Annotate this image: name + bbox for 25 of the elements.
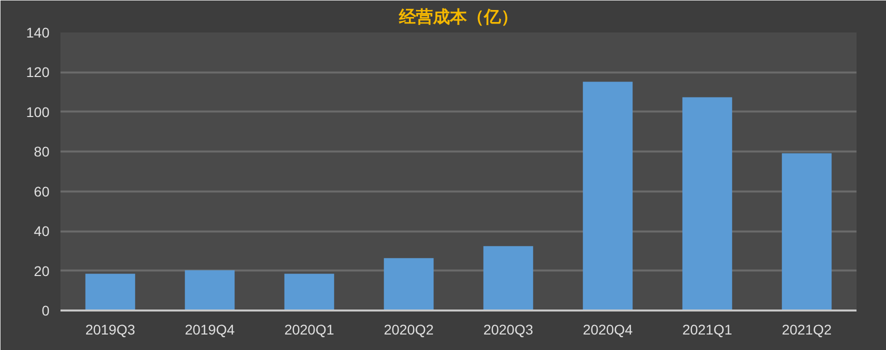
x-tick-label: 2021Q1 bbox=[682, 322, 732, 338]
bar bbox=[582, 82, 633, 310]
y-tick-label: 120 bbox=[26, 64, 50, 80]
x-tick-label: 2020Q4 bbox=[582, 322, 633, 338]
bar bbox=[85, 274, 136, 310]
y-tick-label: 20 bbox=[34, 262, 50, 279]
bar bbox=[184, 270, 235, 310]
bar bbox=[384, 258, 434, 310]
y-tick-label: 100 bbox=[26, 104, 50, 120]
bar bbox=[483, 246, 534, 310]
x-tick-label: 2020Q2 bbox=[384, 322, 434, 338]
x-tick-label: 2019Q3 bbox=[85, 322, 136, 338]
x-tick-label: 2019Q4 bbox=[184, 322, 235, 338]
bar bbox=[284, 274, 334, 310]
x-tick-label: 2021Q2 bbox=[782, 322, 832, 338]
bar bbox=[682, 97, 732, 310]
y-tick-label: 140 bbox=[26, 24, 50, 40]
y-tick-label: 80 bbox=[34, 144, 50, 160]
bar bbox=[782, 153, 832, 310]
x-tick-label: 2020Q3 bbox=[483, 322, 534, 338]
y-tick-label: 0 bbox=[42, 302, 50, 318]
y-tick-label: 60 bbox=[34, 183, 50, 200]
x-tick-label: 2020Q1 bbox=[284, 322, 334, 338]
chart-title: 经营成本（亿） bbox=[398, 8, 518, 28]
y-tick-label: 40 bbox=[34, 223, 50, 240]
